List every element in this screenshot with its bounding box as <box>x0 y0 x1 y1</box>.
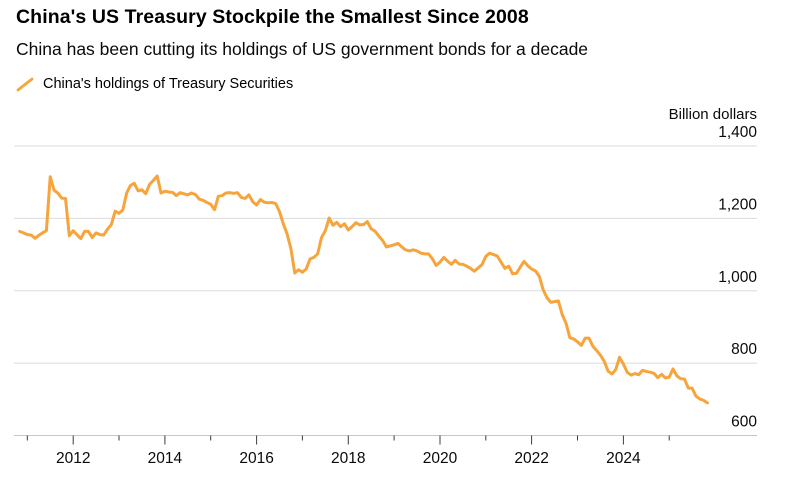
legend-line-icon <box>16 77 34 91</box>
series-line-china-holdings <box>18 174 709 405</box>
legend-label: China's holdings of Treasury Securities <box>43 76 294 92</box>
legend: China's holdings of Treasury Securities <box>16 75 293 93</box>
x-tick-label-2020: 2020 <box>423 450 458 467</box>
y-tick-label-1400: 1,400 <box>718 124 757 141</box>
x-tick-label-2022: 2022 <box>514 450 548 467</box>
chart-subtitle: China has been cutting its holdings of U… <box>16 39 589 59</box>
y-tick-label-800: 800 <box>731 341 757 358</box>
x-tick-label-2014: 2014 <box>148 450 183 467</box>
y-axis-unit-label: Billion dollars <box>668 106 757 123</box>
y-tick-label-1000: 1,000 <box>718 269 757 286</box>
x-tick-label-2012: 2012 <box>56 450 90 467</box>
x-tick-label-2018: 2018 <box>331 450 365 467</box>
y-tick-label-600: 600 <box>731 414 757 431</box>
chart-title: China's US Treasury Stockpile the Smalle… <box>16 6 529 28</box>
x-tick-label-2016: 2016 <box>239 450 273 467</box>
y-tick-label-1200: 1,200 <box>718 196 757 213</box>
x-tick-label-2024: 2024 <box>606 450 641 467</box>
